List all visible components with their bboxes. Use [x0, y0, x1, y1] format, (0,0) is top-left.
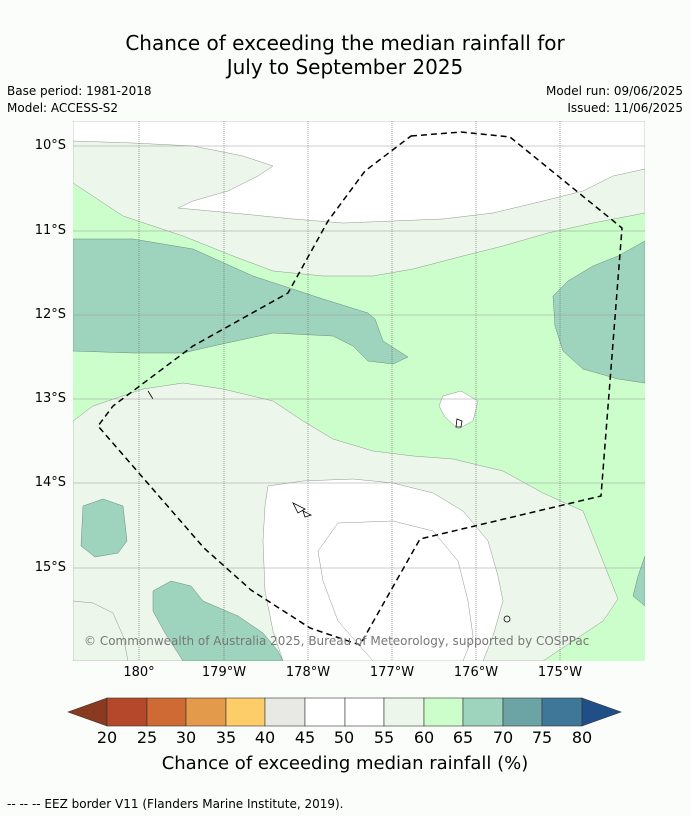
lat-label-11s: 11°S	[34, 223, 66, 238]
colorbar-bin	[502, 697, 543, 727]
lon-label-179w: 179°W	[201, 665, 247, 680]
model-info-right: Model run: 09/06/2025 Issued: 11/06/2025	[546, 83, 683, 117]
lon-label-176w: 176°W	[453, 665, 499, 680]
lat-label-14s: 14°S	[34, 475, 66, 490]
lon-label-177w: 177°W	[369, 665, 415, 680]
lat-label-12s: 12°S	[34, 307, 66, 322]
small-70-region	[80, 498, 128, 558]
map-title: Chance of exceeding the median rainfall …	[0, 31, 690, 79]
copyright-text: © Commonwealth of Australia 2025, Bureau…	[84, 634, 590, 648]
colorbar-tick-25: 25	[136, 728, 158, 747]
colorbar-bin	[462, 697, 504, 727]
colorbar-bin	[344, 697, 385, 727]
lon-label-180: 180°	[123, 665, 155, 680]
lon-label-178w: 178°W	[285, 665, 331, 680]
lon-label-175w: 175°W	[537, 665, 583, 680]
model-info-left: Base period: 1981-2018 Model: ACCESS-S2	[7, 83, 152, 117]
colorbar-bin	[423, 697, 464, 727]
colorbar-tick-50: 50	[333, 728, 355, 747]
colorbar-bin	[541, 697, 583, 727]
colorbar-tick-65: 65	[452, 728, 474, 747]
colorbar-tick-20: 20	[96, 728, 118, 747]
lat-label-10s: 10°S	[34, 138, 66, 153]
title-line-2: July to September 2025	[226, 55, 464, 79]
colorbar-tick-30: 30	[175, 728, 197, 747]
base-period-text: Base period: 1981-2018	[7, 84, 152, 98]
rainfall-map	[73, 121, 645, 661]
colorbar-tick-55: 55	[373, 728, 395, 747]
title-line-1: Chance of exceeding the median rainfall …	[125, 31, 565, 55]
colorbar-bin	[106, 697, 148, 727]
small-50-region	[438, 390, 479, 430]
colorbar-tick-75: 75	[531, 728, 553, 747]
colorbar-bin	[185, 697, 227, 727]
colorbar-tick-80: 80	[571, 728, 593, 747]
colorbar-bin	[146, 697, 187, 727]
colorbar-bin	[383, 697, 425, 727]
colorbar	[67, 697, 622, 727]
top-50-region	[73, 121, 645, 224]
colorbar-tick-60: 60	[413, 728, 435, 747]
bottom-45-contour	[317, 520, 474, 661]
island-outline	[503, 615, 511, 623]
colorbar-tick-35: 35	[215, 728, 237, 747]
colorbar-tick-70: 70	[492, 728, 514, 747]
eez-border	[97, 131, 623, 646]
colorbar-label: Chance of exceeding median rainfall (%)	[161, 753, 529, 774]
colorbar-bin	[225, 697, 266, 727]
right-70-region	[552, 240, 645, 384]
lat-label-13s: 13°S	[34, 391, 66, 406]
colorbar-tick-40: 40	[254, 728, 276, 747]
issued-date-text: Issued: 11/06/2025	[567, 101, 683, 115]
colorbar-tick-45: 45	[294, 728, 316, 747]
bottom-left-55-region	[73, 600, 129, 661]
colorbar-bin	[264, 697, 306, 727]
island-outline	[292, 502, 306, 514]
eez-footnote: -- -- -- EEZ border V11 (Flanders Marine…	[7, 797, 344, 811]
colorbar-under-arrow	[67, 697, 108, 727]
colorbar-bin	[304, 697, 346, 727]
island-outline	[147, 390, 154, 400]
model-run-text: Model run: 09/06/2025	[545, 84, 683, 98]
island-outline	[455, 418, 463, 428]
bottom-right-70-region	[632, 555, 645, 607]
lat-label-15s: 15°S	[34, 560, 66, 575]
bottom-left-70-region	[152, 580, 284, 661]
colorbar-over-arrow	[581, 697, 622, 727]
model-name-text: Model: ACCESS-S2	[7, 101, 119, 115]
